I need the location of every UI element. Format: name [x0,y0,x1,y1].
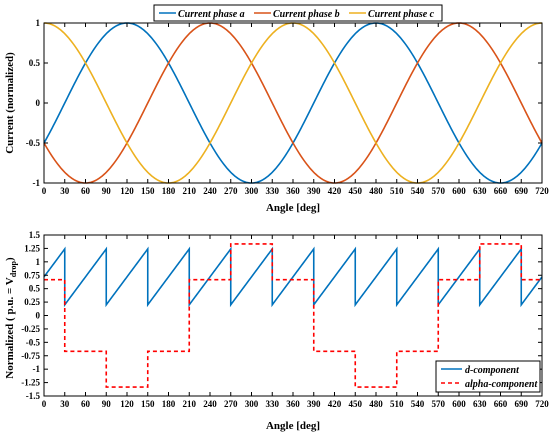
y-tick-label: 1 [36,18,41,28]
x-tick-label: 720 [535,399,549,409]
x-tick-label: 420 [328,399,342,409]
y-tick-label: 0.5 [29,284,41,294]
x-tick-label: 360 [286,186,300,196]
legend-label-phase-c: Current phase c [368,9,435,20]
legend: d-component alpha-component [435,360,541,393]
x-tick-label: 120 [120,186,134,196]
x-tick-label: 540 [411,186,425,196]
x-tick-label: 240 [203,186,217,196]
legend-box [435,360,541,393]
phase-current-ticks: 0 30 60 90 120 150 180 210 240 270 300 330 360 390 420… [26,18,550,196]
x-tick-label: 480 [369,186,383,196]
x-tick-label: 120 [120,399,134,409]
x-tick-label: 630 [473,399,487,409]
x-tick-label: 180 [162,186,176,196]
y-tick-label: -1.25 [21,378,40,388]
x-tick-label: 690 [515,186,529,196]
legend-label-phase-a: Current phase a [178,9,245,20]
x-tick-label: 570 [432,186,446,196]
x-tick-label: 450 [349,186,363,196]
series-line-d-component [43,246,543,308]
y-tick-label: -0.25 [21,324,40,334]
x-tick-label: 570 [432,399,446,409]
y-tick-label: -0.5 [26,337,41,347]
y-tick-label: 0 [36,311,41,321]
x-tick-label: 390 [307,186,321,196]
x-tick-label: 510 [390,399,404,409]
x-tick-label: 150 [141,186,155,196]
legend: Current phase a Current phase b Current … [153,4,443,22]
x-tick-label: 600 [452,399,466,409]
x-tick-label: 270 [224,399,238,409]
y-axis-label-subscript: drop [9,260,18,277]
x-tick-label: 510 [390,186,404,196]
series-line-current-phase-b [43,22,543,184]
y-axis-label-main: Normalized ( p.u. = V [4,277,16,378]
y-tick-label: 1.5 [29,230,41,240]
x-tick-label: 90 [102,399,112,409]
y-axis-label: Normalized ( p.u. = Vdrop) [4,257,18,379]
x-tick-label: 210 [183,399,197,409]
x-tick-label: 210 [183,186,197,196]
x-tick-label: 330 [266,399,280,409]
voltage-component-ticks: 0 30 60 90 120 150 180 210 240 270 300 330 360 390 420… [21,230,549,409]
x-tick-label: 420 [328,186,342,196]
x-tick-label: 660 [494,186,508,196]
x-tick-label: 480 [369,399,383,409]
x-tick-label: 60 [81,399,91,409]
x-tick-label: 180 [162,399,176,409]
x-tick-label: 390 [307,399,321,409]
phase-current-plot: 0 30 60 90 120 150 180 210 240 270 300 330 360 390 420… [4,4,550,214]
x-tick-label: 660 [494,399,508,409]
y-tick-label: 0.25 [24,297,40,307]
y-tick-label: -1 [33,178,41,188]
x-tick-label: 270 [224,186,238,196]
legend-label-phase-b: Current phase b [273,9,340,20]
legend-box [153,4,443,22]
x-tick-label: 30 [60,399,70,409]
legend-label-alpha: alpha-component [465,379,538,390]
voltage-component-lines [43,243,543,388]
x-tick-label: 240 [203,399,217,409]
y-tick-label: 0.75 [24,270,40,280]
x-axis-label: Angle [deg] [266,420,320,432]
series-line-current-phase-c [43,22,543,184]
voltage-component-plot: 0 30 60 90 120 150 180 210 240 270 300 330 360 390 420… [4,230,549,432]
y-tick-label: 0 [36,98,41,108]
series-line-current-phase-a [43,22,543,184]
x-tick-label: 0 [42,186,47,196]
x-tick-label: 150 [141,399,155,409]
x-tick-label: 300 [245,399,259,409]
x-tick-label: 630 [473,186,487,196]
y-tick-label: -1.5 [26,391,41,401]
series-line-alpha-component [44,243,542,388]
x-tick-label: 540 [411,399,425,409]
y-tick-label: -0.5 [26,138,41,148]
y-axis-label-end: ) [4,257,16,261]
x-tick-label: 360 [286,399,300,409]
x-tick-label: 30 [60,186,70,196]
y-tick-label: -0.75 [21,351,40,361]
x-tick-label: 600 [452,186,466,196]
phase-current-lines [43,22,543,184]
x-axis-label: Angle [deg] [266,202,320,214]
x-tick-label: 0 [42,399,47,409]
y-tick-label: -1 [33,364,41,374]
x-tick-label: 450 [349,399,363,409]
y-tick-label: 0.5 [29,58,41,68]
x-tick-label: 60 [81,186,91,196]
y-tick-label: 1.25 [24,243,40,253]
x-tick-label: 330 [266,186,280,196]
plot-frame [43,22,543,184]
x-tick-label: 90 [102,186,112,196]
x-tick-label: 720 [535,186,549,196]
y-axis-label: Current (normalized) [4,52,16,154]
y-tick-label: 1 [36,257,41,267]
x-tick-label: 690 [515,399,529,409]
legend-label-d: d-component [465,365,520,376]
x-tick-label: 300 [245,186,259,196]
